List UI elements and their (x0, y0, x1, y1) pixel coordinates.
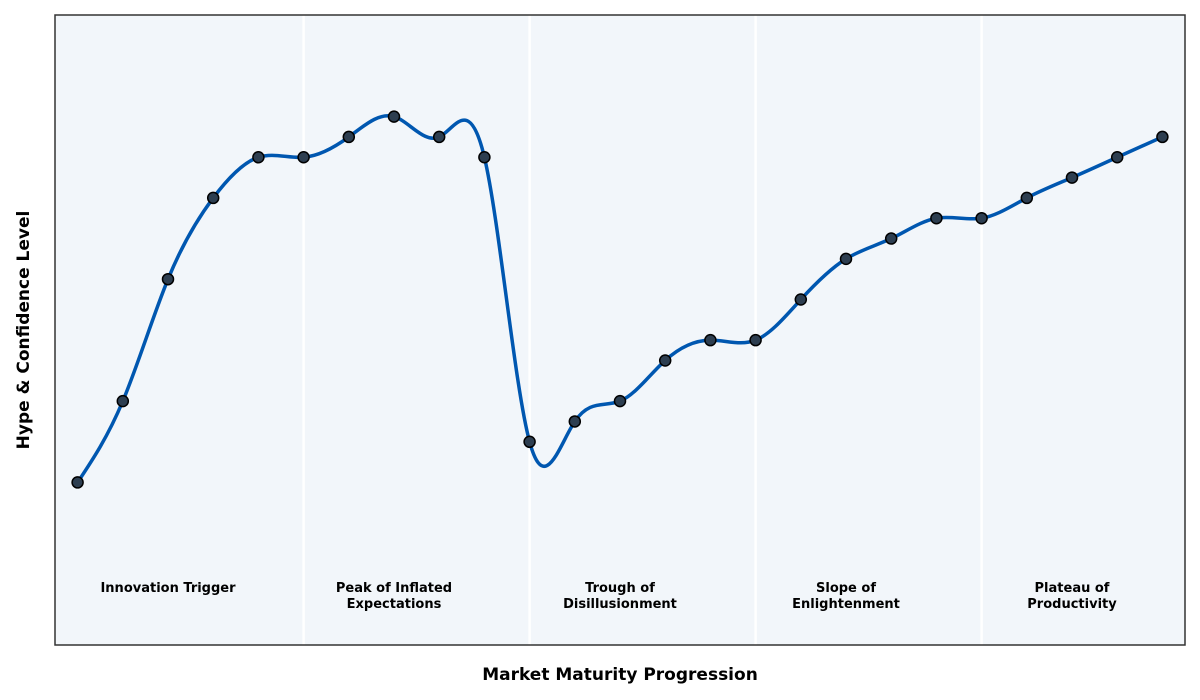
data-point (930, 211, 943, 225)
plot-frame (54, 14, 1186, 646)
data-point (704, 333, 717, 347)
data-point (161, 272, 175, 286)
phase-label-line: Expectations (347, 597, 442, 612)
data-point (297, 151, 310, 164)
data-point (839, 252, 853, 266)
y-axis-label: Hype & Confidence Level (14, 211, 34, 450)
data-point (884, 232, 898, 245)
line-series (76, 114, 1164, 484)
phase-label-line: Slope of (816, 581, 876, 596)
data-point (523, 435, 536, 449)
data-point (71, 476, 84, 489)
data-point (975, 211, 988, 225)
data-point (1156, 130, 1169, 144)
data-point (568, 415, 582, 428)
x-axis-label: Market Maturity Progression (482, 665, 758, 685)
data-point (342, 130, 356, 144)
data-point (478, 151, 491, 164)
phase-label: Peak of Inflated Expectations (336, 581, 452, 612)
data-point (252, 151, 265, 164)
data-point (613, 394, 627, 408)
phase-label-line: Innovation Trigger (100, 581, 236, 596)
phase-label-line: Peak of Inflated (336, 581, 452, 596)
data-point (206, 191, 220, 205)
phase-label-line: Disillusionment (563, 597, 677, 612)
data-point (658, 354, 672, 367)
data-point (1020, 191, 1034, 205)
plot-background (55, 15, 1185, 645)
phase-label-line: Enlightenment (792, 597, 900, 612)
phase-label: Plateau of Productivity (1027, 581, 1117, 612)
data-point (387, 110, 401, 123)
data-point (1110, 151, 1124, 164)
phase-label: Innovation Trigger (100, 581, 236, 596)
phase-label-line: Plateau of (1035, 581, 1110, 596)
data-point (116, 394, 130, 408)
data-point (794, 293, 808, 306)
phase-label: Slope of Enlightenment (792, 581, 900, 612)
phase-label: Trough of Disillusionment (563, 581, 677, 612)
data-point (1065, 171, 1079, 184)
data-point (749, 333, 762, 347)
phase-label-line: Trough of (585, 581, 655, 596)
phase-label-line: Productivity (1027, 597, 1117, 612)
data-point (432, 130, 446, 144)
